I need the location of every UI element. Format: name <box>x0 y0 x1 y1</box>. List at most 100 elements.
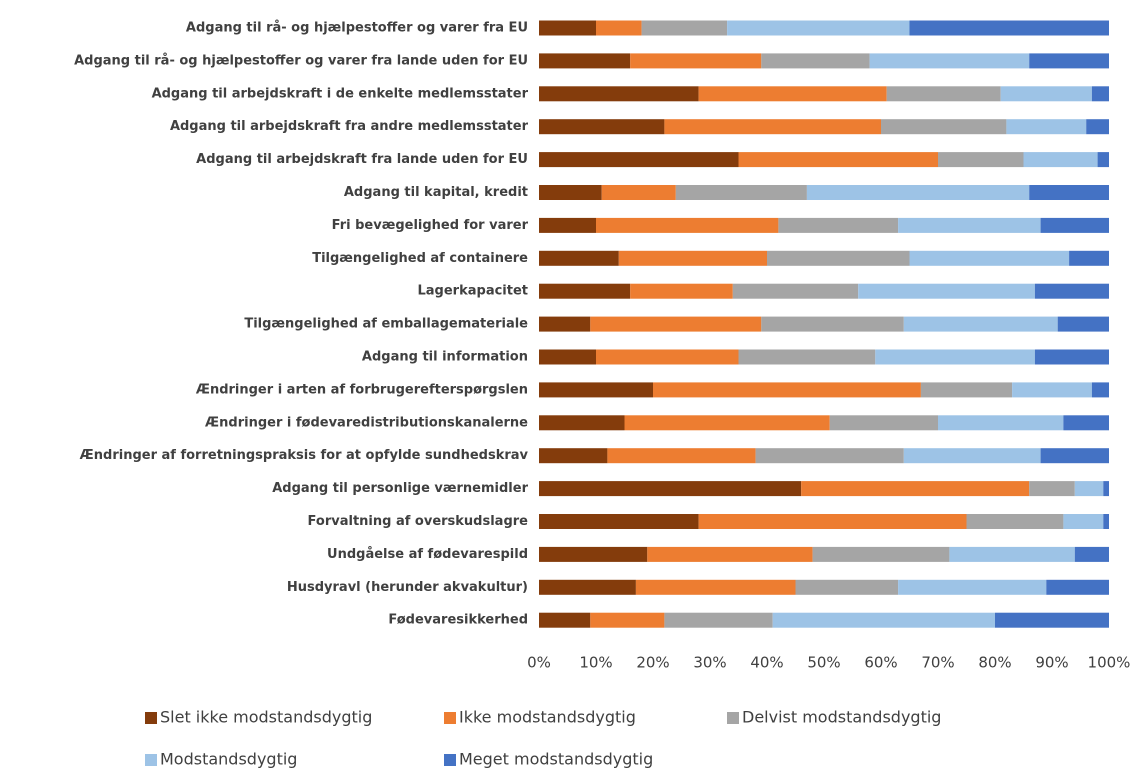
bar-segment <box>1063 415 1109 431</box>
category-label: Adgang til arbejdskraft fra lande uden f… <box>196 152 528 167</box>
bar-segment <box>812 546 950 562</box>
category-label: Forvaltning af overskudslagre <box>308 514 529 529</box>
category-label: Adgang til rå- og hjælpestoffer og varer… <box>74 53 528 68</box>
bar-segment <box>806 185 1030 200</box>
bar-segment <box>539 382 653 398</box>
legend-swatch <box>444 712 456 724</box>
x-tick-label: 0% <box>527 654 551 672</box>
bar-segment <box>1074 481 1104 497</box>
bar-segment <box>618 250 767 266</box>
bar-segment <box>539 250 619 266</box>
bar-segment <box>539 579 636 595</box>
category-label: Adgang til arbejdskraft i de enkelte med… <box>152 86 529 101</box>
bar-segment <box>1103 481 1109 497</box>
bar-segment <box>738 152 938 168</box>
bar-segment <box>875 349 1035 365</box>
bar-segment <box>539 283 631 299</box>
bar-segment <box>539 53 631 69</box>
bar-segment <box>898 579 1047 595</box>
bar-segment <box>829 415 938 431</box>
bar-segment <box>1000 86 1092 102</box>
bar-segment <box>539 415 625 431</box>
x-tick-label: 100% <box>1088 654 1131 672</box>
category-label: Ændringer i fødevaredistributionskanaler… <box>205 415 528 430</box>
bar-segment <box>995 612 1109 628</box>
bar-segment <box>1063 514 1104 529</box>
bar-segment <box>664 612 773 628</box>
bar-segment <box>590 316 762 332</box>
bar-segment <box>539 119 665 135</box>
bar-segment <box>767 250 910 266</box>
legend-swatch <box>145 712 157 724</box>
legend-label: Modstandsdygtig <box>160 750 297 769</box>
bar-segment <box>1029 481 1075 497</box>
bar-segment <box>909 250 1070 266</box>
bar-segment <box>641 20 728 36</box>
category-label: Ændringer i arten af forbrugerefterspørg… <box>196 382 528 397</box>
x-tick-label: 80% <box>978 654 1011 672</box>
bar-segment <box>590 612 665 628</box>
category-label: Husdyravl (herunder akvakultur) <box>287 580 528 595</box>
bar-segment <box>675 185 807 200</box>
bar-segment <box>635 579 796 595</box>
x-tick-label: 40% <box>750 654 783 672</box>
bar-segment <box>539 514 699 529</box>
bar-segment <box>630 53 762 69</box>
bar-segment <box>755 448 904 464</box>
bar-segment <box>732 283 859 299</box>
category-label: Tilgængelighed af emballagemateriale <box>244 317 528 332</box>
bar-segment <box>1034 283 1109 299</box>
bar-segment <box>886 86 1001 102</box>
category-label: Tilgængelighed af containere <box>312 251 528 266</box>
category-label: Fødevaresikkerhed <box>388 613 528 628</box>
bar-segment <box>903 448 1041 464</box>
legend-label: Slet ikke modstandsdygtig <box>160 708 372 727</box>
bar-segment <box>858 283 1035 299</box>
bar-segment <box>801 481 1030 497</box>
bar-segment <box>1040 448 1109 464</box>
bar-segment <box>539 152 739 168</box>
legend-label: Meget modstandsdygtig <box>459 750 653 769</box>
bar-segment <box>938 152 1024 168</box>
bar-segment <box>727 20 910 36</box>
bar-segment <box>607 448 756 464</box>
bar-segment <box>539 185 602 200</box>
x-tick-label: 30% <box>693 654 726 672</box>
bar-segment <box>903 316 1058 332</box>
bar-segment <box>1029 53 1109 69</box>
bar-segment <box>596 349 739 365</box>
category-label: Adgang til kapital, kredit <box>344 185 528 200</box>
bar-segment <box>1023 152 1098 168</box>
bar-segment <box>1057 316 1109 332</box>
bar-segment <box>1029 185 1109 200</box>
bar-segment <box>1091 382 1109 398</box>
bar-segment <box>1086 119 1109 135</box>
x-tick-label: 50% <box>807 654 840 672</box>
bar-segment <box>966 514 1064 529</box>
bar-segment <box>539 612 591 628</box>
bar-segment <box>761 316 904 332</box>
bar-segment <box>664 119 881 135</box>
bar-segment <box>881 119 1007 135</box>
bar-segment <box>539 448 608 464</box>
bar-segment <box>539 217 596 233</box>
x-tick-label: 10% <box>579 654 612 672</box>
bar-segment <box>698 514 967 529</box>
legend-swatch <box>444 754 456 766</box>
legend-swatch <box>145 754 157 766</box>
bar-segment <box>1034 349 1109 365</box>
bar-segment <box>1046 579 1109 595</box>
category-label: Lagerkapacitet <box>418 284 529 299</box>
category-label: Fri bevægelighed for varer <box>332 218 529 233</box>
bar-segment <box>949 546 1075 562</box>
bar-segment <box>1097 152 1109 168</box>
x-tick-label: 70% <box>921 654 954 672</box>
bar-segment <box>539 349 596 365</box>
bar-segment <box>596 20 642 36</box>
bar-segment <box>761 53 870 69</box>
bar-segment <box>898 217 1041 233</box>
bar-segment <box>772 612 995 628</box>
bar-segment <box>624 415 830 431</box>
bar-segment <box>778 217 899 233</box>
